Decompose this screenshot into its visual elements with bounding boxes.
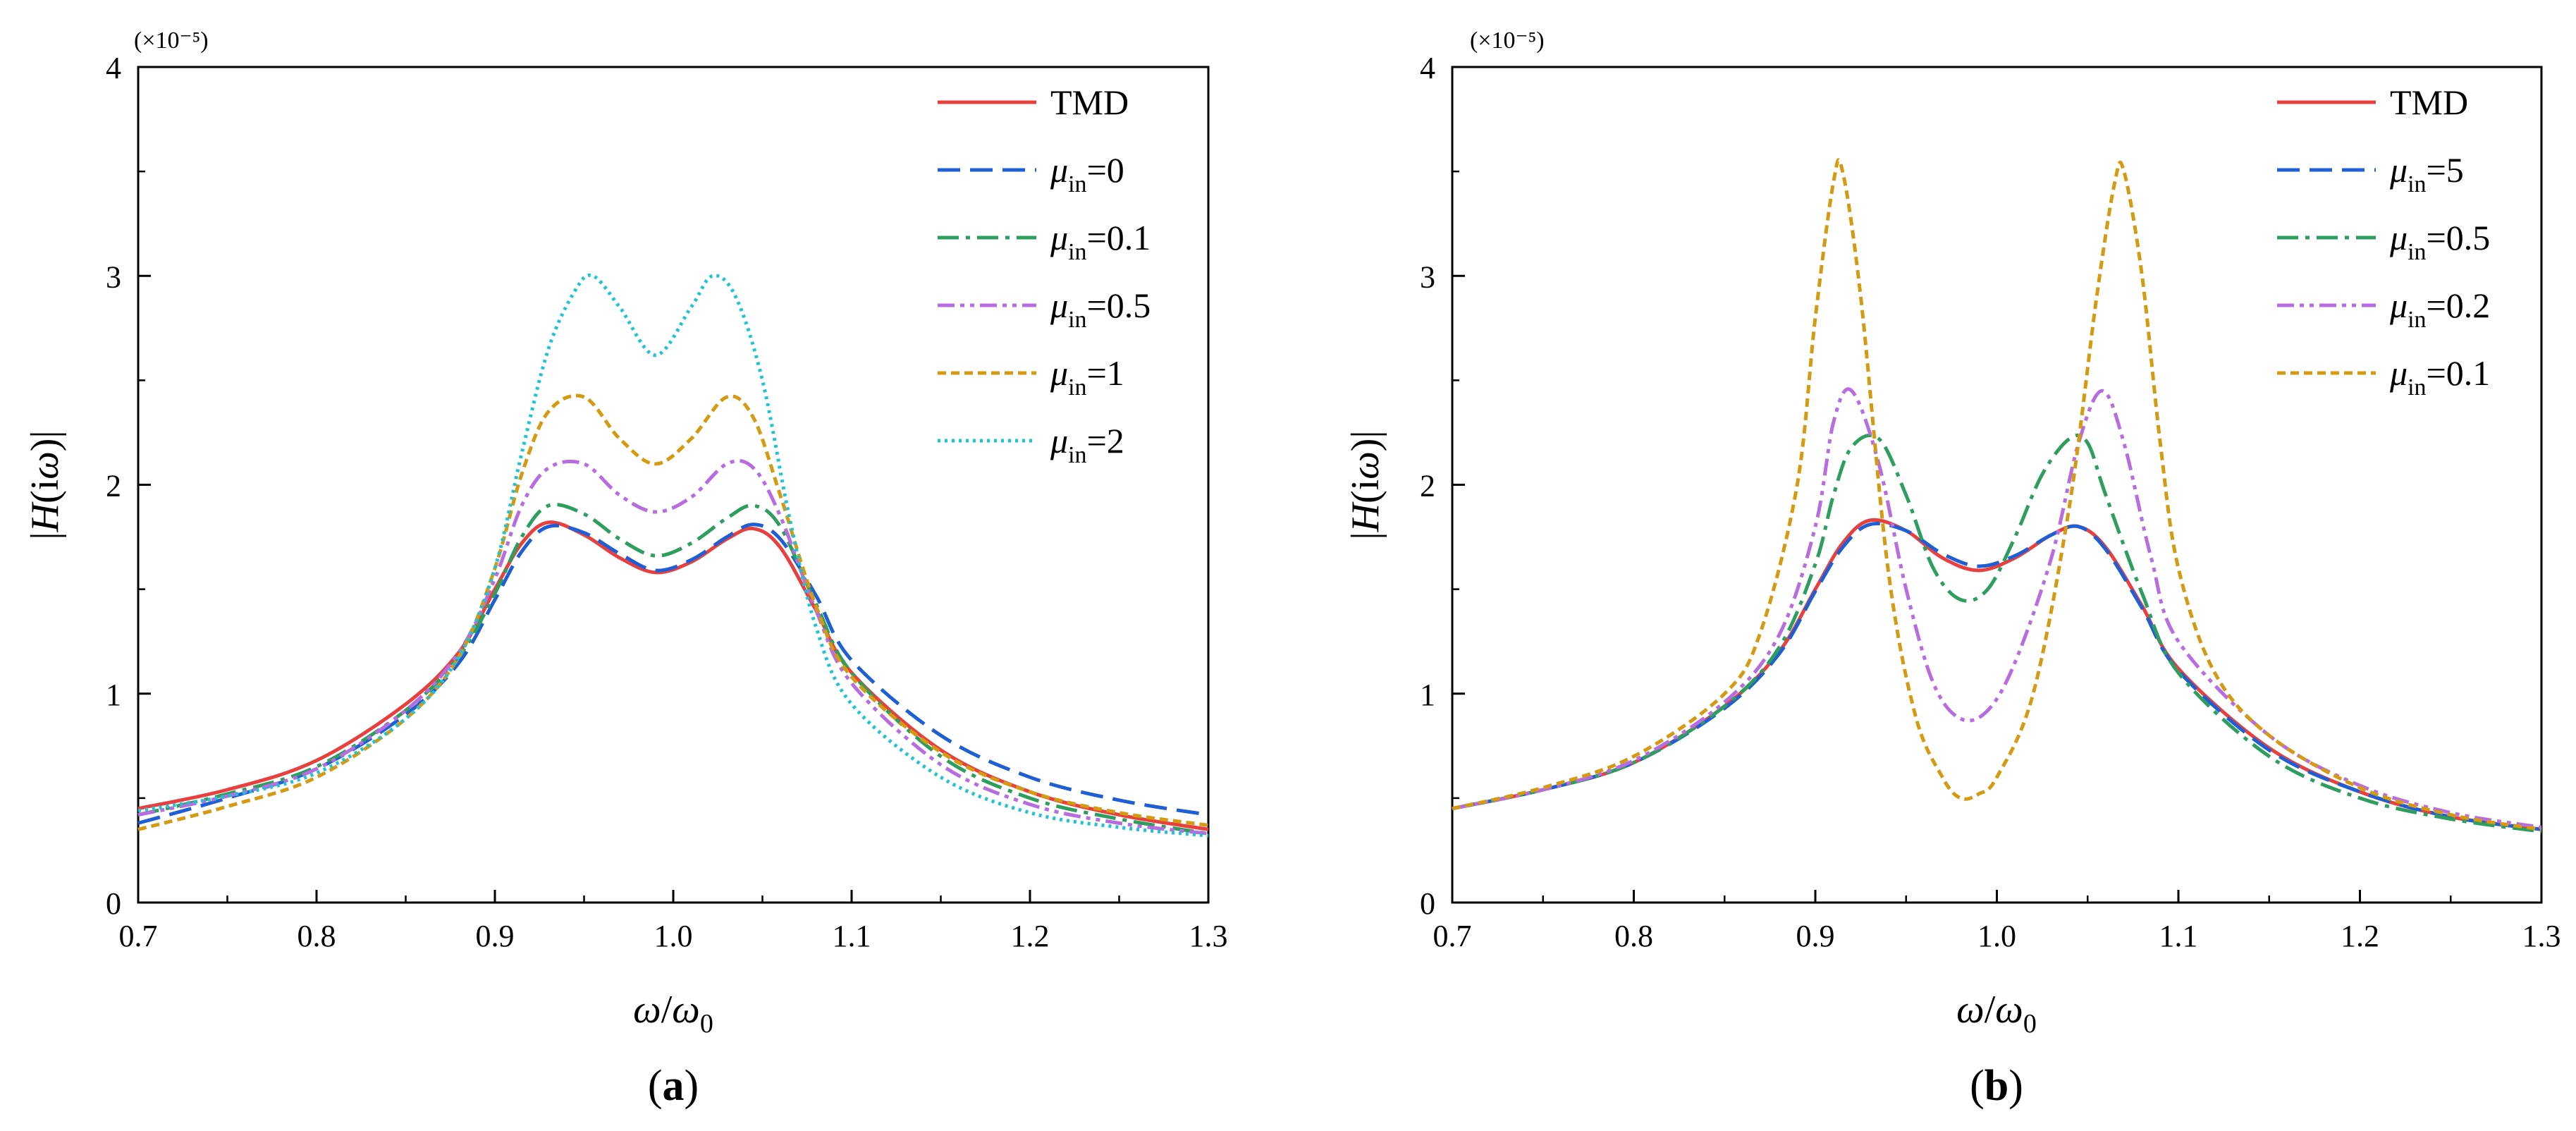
x-tick-label: 0.7 (119, 919, 158, 953)
series-line (137, 503, 1209, 836)
series-line (1452, 518, 2542, 831)
legend-label: μin=5 (2389, 150, 2464, 197)
series-line (1452, 158, 2542, 831)
ticks-a: 0.7 0.8 0.9 1.0 1.1 1.2 1.3 0 1 2 3 4 (106, 51, 1228, 953)
y-tick-label: 0 (106, 886, 121, 921)
x-tick-label: 0.8 (298, 919, 336, 953)
x-tick-label: 1.1 (833, 919, 871, 953)
y-axis-label-b: |H(iω)| (1344, 430, 1387, 539)
legend-label: TMD (1050, 82, 1129, 122)
y-axis-label-a: |H(iω)| (23, 430, 67, 539)
y-tick-label: 2 (106, 469, 121, 503)
x-tick-label: 0.8 (1614, 919, 1653, 953)
x-tick-label: 1.3 (1189, 919, 1228, 953)
panel-label-b: (b) (1970, 1062, 2023, 1110)
y-tick-label: 4 (1420, 51, 1435, 85)
legend-label: TMD (2390, 82, 2468, 122)
series-line (1452, 433, 2542, 833)
series-line (1452, 387, 2542, 829)
series-line (137, 393, 1209, 831)
y-tick-label: 3 (1420, 259, 1435, 294)
legend-b: TMD μin=5 μin=0.5 μin=0.2 μin=0.1 (2277, 82, 2490, 401)
x-tick-label: 0.9 (1796, 919, 1835, 953)
series-group-a (137, 273, 1209, 838)
x-tick-label: 1.0 (1977, 919, 2016, 953)
x-tick-label: 1.0 (654, 919, 693, 953)
y-tick-label: 3 (106, 259, 121, 294)
legend-label: μin=0.1 (2389, 353, 2490, 401)
x-tick-label: 1.2 (2341, 919, 2379, 953)
legend-label: μin=0.5 (2389, 218, 2490, 265)
y-multiplier-a: (×10⁻⁵) (134, 27, 209, 54)
legend-label: μin=0.5 (1050, 286, 1151, 333)
legend-label: μin=0.2 (2389, 286, 2490, 333)
x-tick-label: 0.7 (1433, 919, 1472, 953)
ticks-b: 0.7 0.8 0.9 1.0 1.1 1.2 1.3 0 1 2 3 4 (1420, 51, 2561, 953)
legend-label: μin=0.1 (1050, 218, 1151, 265)
x-tick-label: 1.2 (1011, 919, 1050, 953)
x-axis-label-a: ω/ω0 (633, 988, 713, 1039)
series-line (1452, 522, 2542, 831)
x-tick-label: 1.3 (2522, 919, 2561, 953)
series-line (137, 458, 1209, 836)
series-group-b (1452, 158, 2542, 833)
y-tick-label: 1 (106, 678, 121, 712)
legend-label: μin=0 (1050, 150, 1124, 197)
x-tick-label: 0.9 (476, 919, 515, 953)
x-axis-label-b: ω/ω0 (1956, 988, 2037, 1039)
y-tick-label: 2 (1420, 469, 1435, 503)
x-tick-label: 1.1 (2159, 919, 2198, 953)
legend-label: μin=1 (1050, 353, 1124, 401)
y-multiplier-b: (×10⁻⁵) (1470, 27, 1545, 54)
legend-a: TMD μin=0 μin=0.1 μin=0.5 μin=1 μin=2 (938, 82, 1151, 468)
y-tick-label: 0 (1420, 886, 1435, 921)
panel-label-a: (a) (648, 1062, 699, 1110)
panel-b: (×10⁻⁵) 0.7 0.8 0.9 1.0 1.1 1.2 1.3 0 1 2 3 4 TMD μi… (1344, 27, 2561, 1110)
y-tick-label: 4 (106, 51, 121, 85)
legend-label: μin=2 (1050, 421, 1124, 468)
y-tick-label: 1 (1420, 678, 1435, 712)
series-line (137, 522, 1209, 825)
series-line (137, 273, 1209, 838)
panel-a: (×10⁻⁵) 0.7 0.8 0.9 1.0 1.1 1.2 1.3 0 1 2 3 4 TMD μi… (23, 27, 1228, 1110)
